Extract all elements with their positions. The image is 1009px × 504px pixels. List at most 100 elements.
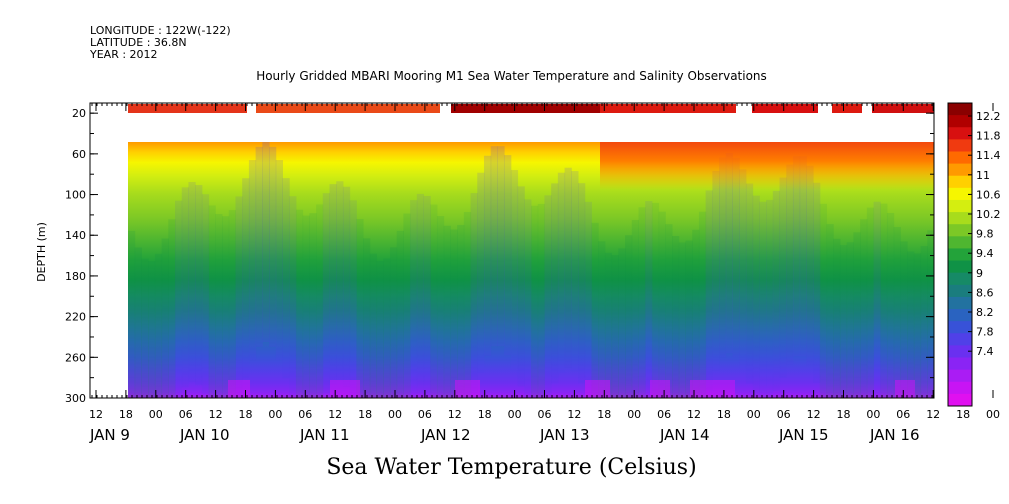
surface-segment: [600, 104, 736, 113]
y-tick-label: 300: [65, 392, 86, 405]
colorbar-swatch: [948, 357, 972, 371]
colorbar-swatch: [948, 284, 972, 298]
x-tick-label: 06: [896, 408, 910, 421]
colorbar-swatch: [948, 103, 972, 116]
colorbar-swatch: [948, 151, 972, 165]
x-tick-label: 06: [777, 408, 791, 421]
x-tick-label: 06: [538, 408, 552, 421]
x-tick-label: 12: [687, 408, 701, 421]
surface-segment: [752, 104, 818, 113]
latitude-label: LATITUDE : 36.8N: [90, 36, 187, 49]
colorbar-swatch: [948, 345, 972, 359]
x-tick-label: 18: [837, 408, 851, 421]
x-tick-label: 12: [926, 408, 940, 421]
colorbar-swatch: [948, 163, 972, 177]
y-tick-label: 20: [72, 107, 86, 120]
year-label: YEAR : 2012: [90, 48, 158, 61]
colorbar-swatch: [948, 127, 972, 140]
x-tick-label: 06: [418, 408, 432, 421]
x-tick-label: 00: [986, 408, 1000, 421]
colorbar-label: 7.8: [976, 326, 994, 339]
y-tick-label: 180: [65, 270, 86, 283]
x-tick-label: 12: [448, 408, 462, 421]
colorbar-frame: [947, 102, 973, 407]
colorbar-label: 8.2: [976, 306, 994, 319]
colorbar-swatch: [948, 212, 972, 225]
colorbar-swatch: [948, 139, 972, 152]
x-tick-label: 18: [478, 408, 492, 421]
y-tick-label: 60: [72, 148, 86, 161]
x-tick-label: 06: [179, 408, 193, 421]
x-tick-label: 18: [597, 408, 611, 421]
x-day-label: JAN 13: [539, 426, 590, 444]
y-tick-label: 100: [65, 189, 86, 202]
warm-surface-layer: [600, 142, 934, 190]
x-tick-label: 12: [328, 408, 342, 421]
colorbar-swatch: [948, 199, 972, 213]
colorbar-label: 11: [976, 169, 990, 182]
x-tick-label: 06: [657, 408, 671, 421]
x-day-label: JAN 12: [420, 426, 471, 444]
colorbar-swatch: [948, 175, 972, 189]
x-day-label: JAN 14: [659, 426, 710, 444]
colorbar-label: 9: [976, 267, 983, 280]
colorbar-swatch: [948, 321, 972, 334]
colorbar-label: 11.4: [976, 149, 1001, 162]
colorbar-label: 10.6: [976, 188, 1001, 201]
x-tick-label: 12: [807, 408, 821, 421]
x-tick-label: 00: [268, 408, 282, 421]
x-tick-label: 18: [119, 408, 133, 421]
colorbar-swatch: [948, 333, 972, 346]
x-day-label: JAN 16: [869, 426, 920, 444]
x-tick-label: 12: [567, 408, 581, 421]
colorbar-swatch: [948, 272, 972, 286]
x-tick-label: 00: [388, 408, 402, 421]
x-tick-label: 18: [956, 408, 970, 421]
x-day-label: JAN 10: [179, 426, 230, 444]
colorbar-swatch: [948, 187, 972, 201]
colorbar-swatch: [948, 115, 972, 128]
x-tick-label: 18: [358, 408, 372, 421]
surface-segment: [451, 104, 600, 113]
colorbar-swatch: [948, 309, 972, 322]
y-axis-label: DEPTH (m): [35, 222, 48, 282]
x-axis-label: Sea Water Temperature (Celsius): [326, 455, 697, 480]
colorbar: 12.2 11.8 11.4 11 10.6 10.2 9.8 9.4 9 8.6 8.2 7.8 7.…: [947, 102, 1001, 407]
x-tick-label: 00: [627, 408, 641, 421]
y-tick-label: 220: [65, 311, 86, 324]
colorbar-label: 8.6: [976, 286, 994, 299]
colorbar-swatch: [948, 248, 972, 262]
y-tick-label: 260: [65, 351, 86, 364]
colorbar-swatch: [948, 260, 972, 274]
colorbar-swatch: [948, 393, 972, 407]
colorbar-label: 9.4: [976, 247, 994, 260]
x-tick-label: 00: [149, 408, 163, 421]
x-tick-label: 12: [89, 408, 103, 421]
x-tick-label: 18: [239, 408, 253, 421]
x-tick-label: 12: [209, 408, 223, 421]
colorbar-swatch: [948, 236, 972, 249]
plot-area: [128, 142, 934, 398]
surface-segment: [832, 104, 862, 113]
x-day-label: JAN 9: [89, 426, 130, 444]
colorbar-label: 12.2: [976, 110, 1001, 123]
colorbar-label: 9.8: [976, 228, 994, 241]
x-tick-label: 06: [298, 408, 312, 421]
colorbar-swatch: [948, 369, 972, 383]
chart-title: Hourly Gridded MBARI Mooring M1 Sea Wate…: [256, 69, 767, 83]
surface-segment: [128, 104, 247, 113]
x-tick-label: 18: [717, 408, 731, 421]
colorbar-label: 7.4: [976, 345, 994, 358]
surface-segment: [256, 104, 440, 113]
x-tick-label: 00: [508, 408, 522, 421]
colorbar-swatch: [948, 296, 972, 310]
y-tick-label: 140: [65, 229, 86, 242]
x-tick-label: 00: [866, 408, 880, 421]
colorbar-swatch: [948, 381, 972, 395]
x-tick-label: 00: [747, 408, 761, 421]
x-day-label: JAN 11: [299, 426, 350, 444]
colorbar-label: 10.2: [976, 208, 1001, 221]
colorbar-label: 11.8: [976, 130, 1001, 143]
